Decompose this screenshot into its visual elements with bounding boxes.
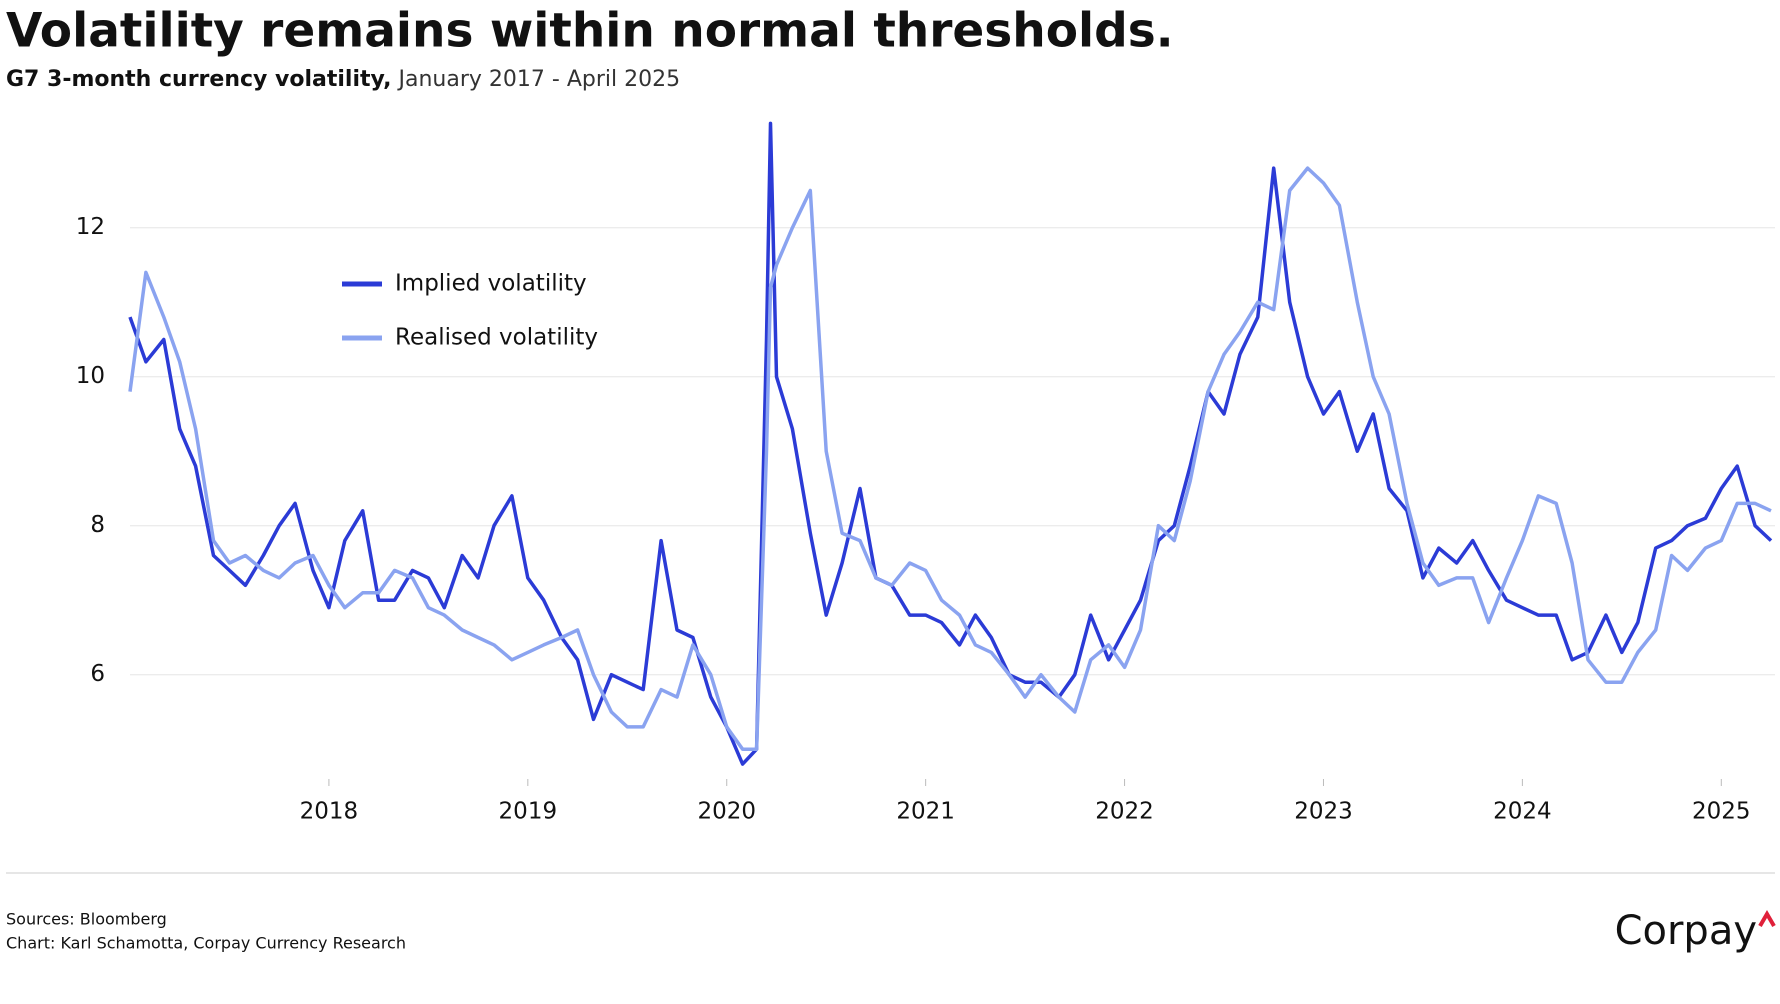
y-tick-label: 6: [90, 661, 105, 687]
series-line: [128, 166, 1772, 751]
chart-subtitle: G7 3-month currency volatility, January …: [6, 67, 680, 92]
x-tick-label: 2018: [300, 799, 359, 825]
logo: Corpay: [1615, 908, 1757, 954]
logo-caret: [1758, 910, 1776, 928]
legend-label: Implied volatility: [395, 271, 587, 297]
legend-label: Realised volatility: [395, 325, 598, 351]
plot-area: 6 8 10 12 2018 2019 2020 2021 2022 2023 2024 2025 Im…: [76, 121, 1775, 825]
x-tick-label: 2025: [1692, 799, 1751, 825]
x-tick-label: 2022: [1095, 799, 1154, 825]
y-tick-label: 10: [76, 363, 105, 389]
subtitle-range: January 2017 - April 2025: [397, 67, 681, 92]
x-tick-label: 2020: [697, 799, 756, 825]
x-tick-label: 2023: [1294, 799, 1353, 825]
subtitle-bold: G7 3-month currency volatility,: [6, 67, 392, 92]
source-note: Sources: Bloomberg: [6, 910, 167, 929]
y-tick-label: 8: [90, 512, 105, 538]
y-tick-label: 12: [76, 214, 105, 240]
credit-note: Chart: Karl Schamotta, Corpay Currency R…: [6, 934, 406, 953]
chart-title: Volatility remains within normal thresho…: [6, 4, 1174, 59]
x-tick-label: 2024: [1493, 799, 1552, 825]
series-line: [128, 121, 1773, 766]
x-tick-label: 2021: [896, 799, 955, 825]
x-tick-label: 2019: [499, 799, 558, 825]
